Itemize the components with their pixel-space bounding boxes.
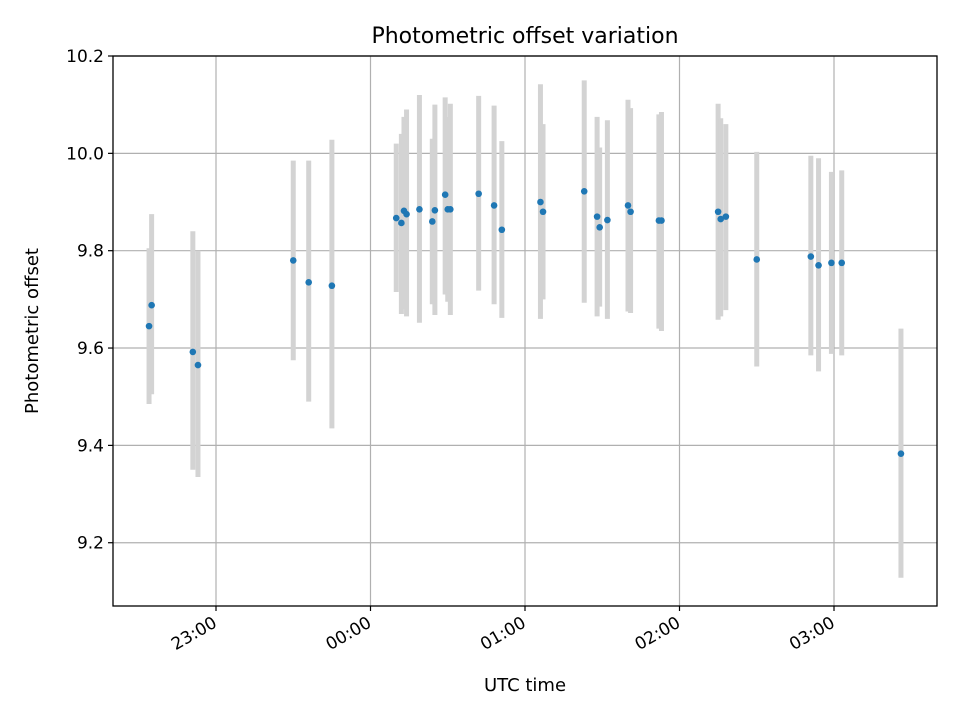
y-tick-label: 9.2: [77, 534, 104, 554]
data-point: [593, 213, 601, 220]
data-point: [624, 202, 632, 209]
y-tick-label: 10.0: [66, 144, 104, 164]
y-tick-label: 10.2: [66, 47, 104, 67]
data-point: [431, 206, 439, 214]
data-point: [498, 226, 506, 234]
y-axis-label: Photometric offset: [22, 248, 43, 414]
data-point: [392, 214, 400, 222]
data-point: [714, 208, 722, 216]
chart-title: Photometric offset variation: [371, 24, 678, 49]
data-point: [441, 191, 449, 199]
y-tick-label: 9.8: [77, 242, 104, 262]
data-point: [717, 215, 724, 223]
x-axis-label: UTC time: [484, 675, 566, 696]
data-points: [145, 188, 905, 457]
data-point: [148, 301, 155, 309]
data-point: [398, 219, 405, 227]
data-point: [627, 208, 634, 216]
data-point: [897, 450, 905, 457]
data-point: [580, 188, 588, 195]
data-point: [429, 218, 436, 225]
data-point: [838, 259, 846, 267]
y-tick-label: 9.4: [77, 436, 104, 456]
data-point: [447, 206, 454, 213]
data-point: [403, 210, 410, 218]
data-point: [537, 198, 544, 206]
data-point: [289, 257, 297, 264]
data-point: [658, 217, 665, 224]
data-point: [475, 190, 482, 198]
data-point: [189, 348, 197, 356]
data-point: [305, 279, 313, 286]
data-point: [490, 202, 498, 209]
data-point: [145, 322, 153, 330]
data-point: [604, 216, 611, 224]
y-tick-label: 9.6: [77, 339, 104, 359]
data-point: [539, 208, 547, 216]
data-point: [807, 253, 815, 260]
data-point: [416, 206, 423, 213]
data-point: [194, 361, 202, 369]
data-point: [328, 282, 336, 290]
data-point: [722, 213, 730, 220]
data-point: [753, 256, 761, 263]
data-point: [828, 259, 835, 267]
data-point: [596, 224, 603, 231]
data-point: [815, 261, 822, 269]
